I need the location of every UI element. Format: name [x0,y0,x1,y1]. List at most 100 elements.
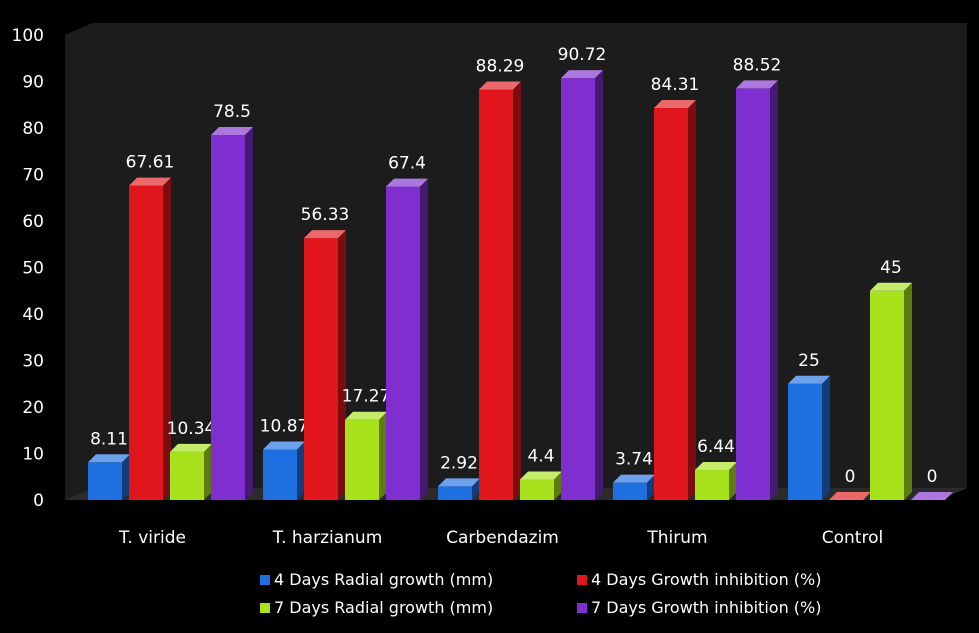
bar-top [829,492,871,500]
bar-top [170,443,212,452]
bar-top [88,454,130,463]
data-label: 90.72 [558,45,607,65]
bar-side [688,99,696,501]
bar-top [654,99,696,108]
legend-swatch-blue [260,574,270,585]
bar-side [379,411,387,500]
data-label: 3.74 [615,450,653,470]
bar [129,185,163,500]
legend-label: 7 Days Radial growth (mm) [274,598,494,617]
data-label: 67.61 [126,153,175,173]
y-tick-label: 0 [33,491,44,511]
legend-swatch-green [260,602,270,613]
legend-item-series-3: 7 Days Radial growth (mm) [260,598,493,617]
bar-side [770,80,778,500]
legend-label: 4 Days Growth inhibition (%) [591,570,822,589]
data-label: 0 [927,467,938,487]
bar [479,89,513,500]
data-label: 78.5 [213,102,251,122]
y-tick-label: 20 [22,398,44,418]
bar [386,186,420,500]
data-label: 84.31 [651,75,700,95]
bar-top [263,441,305,450]
bar [211,134,245,500]
bar-top [129,177,171,186]
data-label: 10.87 [260,416,309,436]
y-tick-label: 100 [12,26,44,46]
bar-side [904,282,912,500]
data-label: 25 [798,351,820,371]
bar-side [595,70,603,500]
data-label: 88.29 [476,56,525,76]
bar-top [479,81,521,90]
bar [613,482,647,500]
x-tick-label: Thirum [646,528,707,548]
bar-side [245,126,253,500]
bar [304,238,338,501]
bar-top [520,471,562,480]
bar-side [554,471,562,500]
bar-top [438,478,480,487]
data-label: 88.52 [733,55,782,75]
bar [561,78,595,500]
legend-label: 4 Days Radial growth (mm) [274,570,494,589]
data-label: 6.44 [697,437,735,457]
bar-side [338,230,346,501]
bar-side [163,177,171,500]
legend-item-series-4: 7 Days Growth inhibition (%) [577,598,821,617]
y-tick-label: 40 [22,305,44,325]
bar [345,419,379,500]
bar-top [386,178,428,187]
data-label: 0 [845,467,856,487]
bar-side [513,81,521,500]
bar-top [695,462,737,471]
data-label: 8.11 [90,429,128,449]
bar [654,107,688,500]
x-tick-label: T. harzianum [272,528,383,548]
y-tick-label: 10 [22,445,44,465]
bar [788,383,822,500]
data-label: 17.27 [342,387,391,407]
x-tick-label: T. viride [118,528,186,548]
bar [870,290,904,500]
y-tick-label: 50 [22,259,44,279]
bar [520,479,554,500]
data-label: 67.4 [388,154,426,174]
bar [438,486,472,500]
bar-top [304,230,346,239]
data-label: 56.33 [301,205,350,225]
bar-side [472,478,480,500]
legend-swatch-red [577,574,587,585]
y-tick-label: 30 [22,352,44,372]
bar-side [647,474,655,500]
bar [263,449,297,500]
legend-label: 7 Days Growth inhibition (%) [591,598,822,617]
x-tick-label: Carbendazim [446,528,559,548]
bar-side [297,441,305,500]
bar-top [788,375,830,384]
legend-item-series-1: 4 Days Radial growth (mm) [260,570,493,589]
y-tick-label: 90 [22,73,44,93]
bar-top [561,70,603,79]
bar-side [729,462,737,500]
bar-top [345,411,387,420]
bar-top [911,492,953,500]
data-label: 45 [880,258,902,278]
bar-top [736,80,778,89]
bar-side [822,375,830,500]
y-tick-label: 80 [22,119,44,139]
bar-side [420,178,428,500]
bar-side [122,454,130,500]
bar-top [870,282,912,291]
bar [88,462,122,500]
x-tick-label: Control [822,528,883,548]
legend: 4 Days Radial growth (mm) 4 Days Growth … [0,568,979,628]
bar [736,88,770,500]
bar-side [204,443,212,500]
legend-swatch-purple [577,602,587,613]
y-tick-label: 70 [22,166,44,186]
y-tick-label: 60 [22,212,44,232]
bar-top [613,474,655,483]
data-label: 10.34 [167,419,216,439]
